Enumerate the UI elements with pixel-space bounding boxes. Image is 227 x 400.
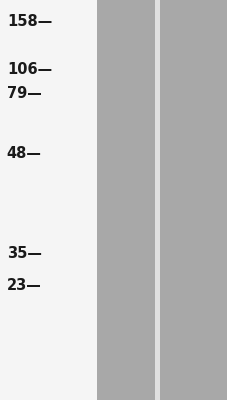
- Text: 158—: 158—: [7, 14, 52, 30]
- Text: 48—: 48—: [7, 146, 42, 162]
- Bar: [96, 0, 154, 400]
- Text: 23—: 23—: [7, 278, 41, 294]
- Text: 79—: 79—: [7, 86, 41, 102]
- Bar: [0, 0, 96, 400]
- Text: 106—: 106—: [7, 62, 52, 78]
- Bar: [159, 0, 227, 400]
- Text: 35—: 35—: [7, 246, 42, 262]
- Bar: [154, 0, 159, 400]
